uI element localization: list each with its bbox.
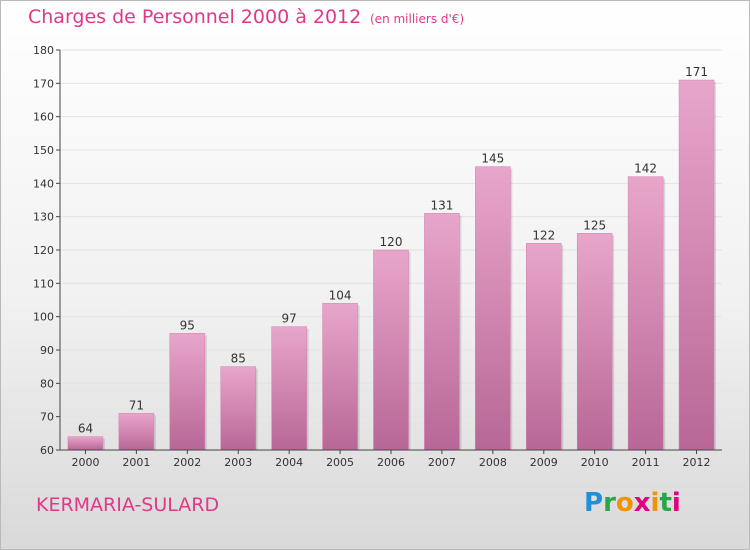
x-tick-label: 2002 [173, 456, 201, 469]
logo-letter: i [671, 488, 681, 518]
bar-2001 [118, 413, 155, 451]
bar-2004 [271, 326, 307, 451]
data-label: 95 [180, 318, 195, 332]
y-tick-label: 60 [40, 444, 54, 457]
y-tick-label: 100 [33, 311, 54, 324]
y-tick-label: 110 [33, 277, 54, 290]
x-tick-label: 2009 [530, 456, 558, 469]
data-label: 131 [430, 198, 453, 212]
bar-2011 [627, 176, 664, 451]
data-label: 71 [129, 398, 144, 412]
x-tick-label: 2004 [275, 456, 303, 469]
logo-letter: x [633, 488, 651, 518]
y-tick-label: 90 [40, 344, 54, 357]
logo-letter: i [650, 488, 660, 518]
x-tick-label: 2006 [377, 456, 405, 469]
x-tick-label: 2007 [428, 456, 456, 469]
data-label: 97 [282, 312, 297, 326]
location-name: KERMARIA-SULARD [36, 494, 220, 516]
y-tick-label: 140 [33, 177, 54, 190]
y-tick-label: 80 [40, 377, 54, 390]
data-label: 85 [231, 352, 246, 366]
bar-2009 [526, 243, 562, 451]
x-tick-label: 2010 [581, 456, 609, 469]
logo-letter: r [603, 488, 616, 518]
bar-2002 [169, 333, 206, 451]
logo-letter: o [615, 488, 634, 518]
data-label: 122 [532, 228, 555, 242]
y-tick-label: 160 [33, 111, 54, 124]
x-tick-label: 2000 [71, 456, 99, 469]
bars: 64 71 95 85 97 104 120 131 145 122 125 142 171 [67, 65, 717, 451]
bar-2006 [373, 249, 409, 451]
y-tick-label: 70 [40, 411, 54, 424]
data-label: 142 [634, 162, 657, 176]
y-tick-label: 120 [33, 244, 54, 257]
data-label: 145 [481, 152, 504, 166]
x-tick-label: 2012 [683, 456, 711, 469]
proxiti-logo: Proxiti [584, 488, 681, 518]
bar-2012 [678, 79, 715, 451]
data-label: 171 [685, 65, 708, 79]
bar-2000 [67, 436, 104, 451]
bar-2008 [475, 166, 511, 451]
data-label: 125 [583, 218, 606, 232]
bar-2005 [322, 303, 358, 451]
y-tick-label: 180 [33, 44, 54, 57]
y-tick-label: 150 [33, 144, 54, 157]
x-tick-label: 2011 [632, 456, 660, 469]
bar-2007 [424, 213, 460, 451]
bar-2010 [576, 233, 613, 451]
data-label: 64 [78, 422, 93, 436]
axes: 60 70 80 90 100 110 120 130 140 150 160 170 180 2000 2… [33, 44, 722, 469]
x-tick-label: 2008 [479, 456, 507, 469]
chart-subtitle: (en milliers d'€) [370, 12, 465, 26]
logo-letter: t [659, 488, 672, 518]
x-tick-label: 2005 [326, 456, 354, 469]
y-tick-label: 170 [33, 77, 54, 90]
x-tick-label: 2003 [224, 456, 252, 469]
y-tick-label: 130 [33, 211, 54, 224]
logo-letter: P [584, 488, 604, 518]
data-label: 120 [380, 235, 403, 249]
x-tick-label: 2001 [122, 456, 150, 469]
chart-title: Charges de Personnel 2000 à 2012 [28, 6, 362, 28]
data-label: 104 [329, 288, 352, 302]
bar-2003 [220, 366, 256, 451]
